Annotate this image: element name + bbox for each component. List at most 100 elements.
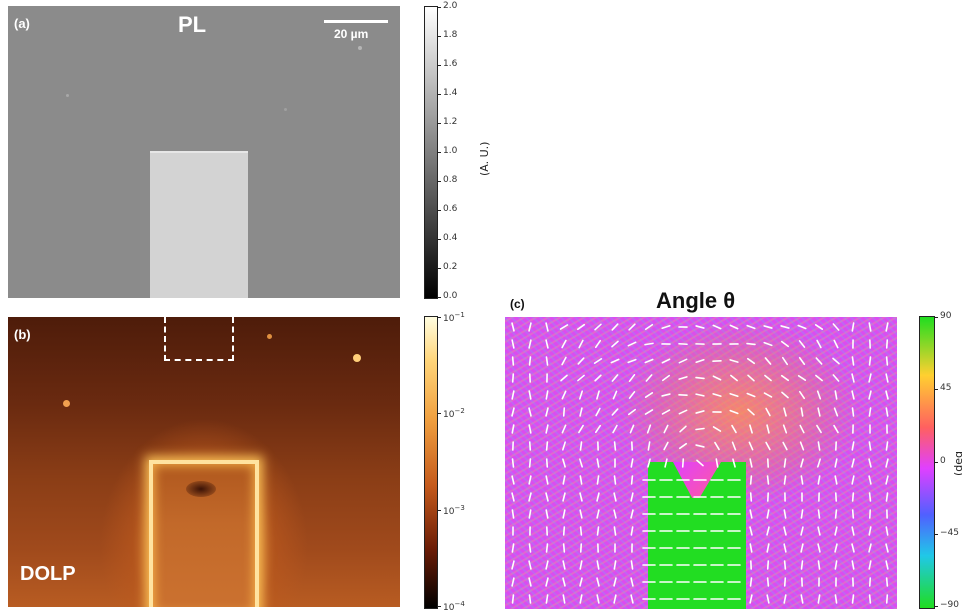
polarization-arrow [678,358,688,364]
polarization-arrow [545,424,549,434]
polarization-arrow [545,407,549,417]
polarization-arrow [815,374,823,382]
colorbar-tick-label: 45 [940,383,952,394]
polarization-arrow [628,323,636,331]
scalebar [324,20,388,23]
colorbar-tick-mark [437,36,441,37]
polarization-arrow [545,560,549,570]
polarization-arrow [868,373,872,383]
polarization-arrow [630,560,634,570]
polarization-arrow [885,526,889,536]
scalebar-label: 20 µm [334,27,369,41]
colorbar-tick-label: 10−3 [443,503,465,517]
polarization-arrow [560,374,568,382]
polarization-arrow [851,356,855,366]
polarization-arrow [817,509,821,519]
polarization-arrow [630,577,634,587]
polarization-arrow [763,325,773,329]
polarization-arrow [647,441,651,451]
colorbar-tick-mark [934,389,938,391]
polarization-arrow [833,407,839,417]
pl-speck [358,46,362,50]
polarization-arrow [545,390,549,400]
polarization-arrow [545,322,549,332]
panel-c-label: (c) [510,297,525,311]
colorbar-tick-mark [934,317,938,318]
polarization-arrow [528,441,532,451]
colorbar-tick-label: 90 [940,311,952,321]
polarization-arrow [511,509,515,519]
polarization-arrow [545,543,549,553]
angle-colorbar [919,316,935,609]
polarization-arrow [578,339,584,349]
panel-a: (a) PL 20 µm [8,6,428,302]
polarization-arrow [644,342,654,346]
polarization-arrow [748,441,754,451]
colorbar-tick-label: 0.0 [443,291,458,301]
polarization-arrow [545,594,549,604]
polarization-arrow [766,577,770,587]
colorbar-tick-label: 1.6 [443,59,458,69]
polarization-arrow [611,374,619,382]
polarization-arrow [729,359,739,363]
polarization-arrow [834,560,838,570]
polarization-arrow [596,509,600,519]
polarization-arrow [594,374,602,382]
colorbar-tick-mark [437,413,441,415]
polarization-arrow [764,374,772,382]
polarization-arrow [783,594,787,604]
colorbar-tick-label: 0 [940,455,946,466]
polarization-arrow [645,374,653,382]
polarization-arrow [695,358,705,364]
polarization-arrow [749,424,753,434]
panel-a-label: (a) [14,16,30,31]
polarization-arrow [613,509,617,519]
colorbar-tick-mark [437,239,441,240]
polarization-arrow [695,410,705,414]
polarization-arrow [749,509,753,519]
polarization-arrow [885,543,889,553]
polarization-arrow [578,390,584,400]
polarization-arrow [746,392,756,398]
polarization-arrow [646,424,652,434]
polarization-arrow [817,594,821,604]
polarization-arrow [579,577,583,587]
polarization-arrow [596,458,600,468]
polarization-arrow [885,390,889,400]
polarization-arrow [578,424,584,434]
polarization-arrow [816,390,822,400]
colorbar-tick-mark [437,606,441,607]
polarization-arrow [798,356,806,366]
polarization-arrow [749,526,753,536]
polarization-arrow [630,509,634,519]
polarization-arrow [746,342,756,346]
polarization-arrow [780,340,790,348]
polarization-arrow [749,543,753,553]
polarization-arrow [885,322,889,332]
polarization-arrow [817,458,821,468]
polarization-arrow [579,492,583,502]
polarization-arrow [528,594,532,604]
polarization-arrow [834,543,838,553]
polarization-arrow [749,458,753,468]
polarization-arrow [630,492,634,502]
polarization-arrow [511,492,515,502]
polarization-arrow [868,492,872,502]
pl-colorbar-label: (A. U.) [478,141,491,176]
polarization-arrow [695,427,705,431]
polarization-arrow [528,424,532,434]
polarization-arrow [562,594,566,604]
polarization-arrow [764,357,772,365]
polarization-arrow [851,475,855,485]
polarization-arrow [561,424,567,434]
dolp-colorbar [424,316,438,609]
colorbar-tick-label: 1.8 [443,30,458,40]
colorbar-tick-exponent: −1 [454,311,465,319]
polarization-arrow [577,374,585,382]
polarization-arrow [545,458,549,468]
polarization-arrow [832,374,840,382]
polarization-arrow [798,390,806,400]
polarization-arrow [816,339,822,349]
polarization-arrow [663,424,669,434]
polarization-arrow [730,374,738,382]
